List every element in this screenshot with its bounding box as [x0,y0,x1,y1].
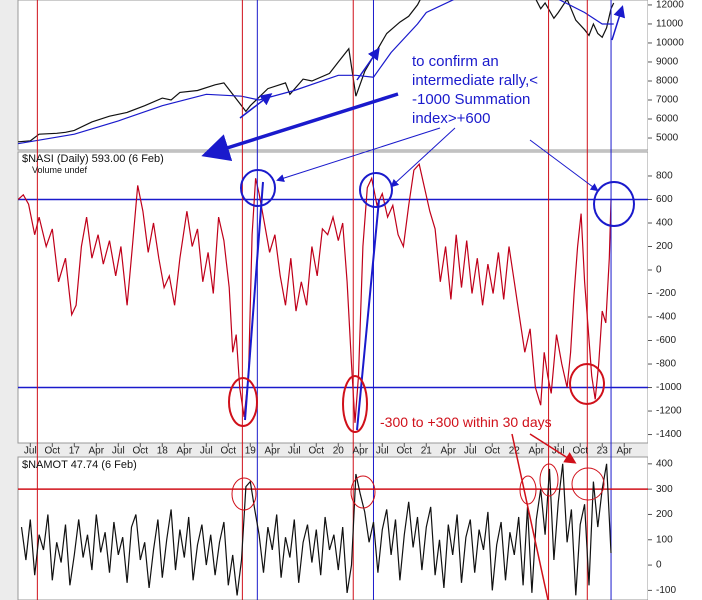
highlight-circle [342,375,368,433]
data-line [20,463,612,596]
y-tick-label: 400 [656,218,673,229]
y-tick-label: 6000 [656,114,679,125]
y-tick-label: 200 [656,241,673,252]
highlight-circle [350,475,376,509]
y-tick-label: 12000 [656,0,684,11]
arrow [611,5,626,41]
x-tick-label: Apr [440,446,456,457]
data-line [18,162,612,423]
annotation-text: -1000 Summation [412,91,530,108]
y-tick-label: 0 [656,560,662,571]
x-tick-label: 21 [421,446,433,457]
arrow [276,127,441,182]
x-tick-label: Apr [89,446,105,457]
y-tick-label: -100 [656,585,676,596]
y-tick-label: -1000 [656,382,682,393]
highlight-circle [359,172,393,208]
x-tick-label: 23 [597,446,609,457]
arrow [239,93,273,119]
panel-price [17,0,649,151]
highlight-circle [593,181,635,227]
panel-plot [18,162,648,423]
x-tick-label: 19 [245,446,257,457]
y-tick-label: -800 [656,359,676,370]
y-tick-label: -600 [656,335,676,346]
arrow [390,127,456,188]
annotation-text: index>+600 [412,110,490,127]
y-tick-label: 0 [656,265,662,276]
y-tick-label: 8000 [656,76,679,87]
y-tick-label: -1400 [656,429,682,440]
y-tick-label: -400 [656,312,676,323]
x-tick-label: Jul [464,446,477,457]
y-tick-label: -200 [656,288,676,299]
panel-plot [18,463,648,596]
x-tick-label: 22 [509,446,521,457]
annotation-text: -300 to +300 within 30 days [380,414,552,430]
x-tick-label: 17 [69,446,81,457]
highlight-circle [228,377,258,427]
highlight-circle [539,463,559,497]
annotation-layer: $NASI (Daily) 593.00 (6 Feb) Volume unde… [22,5,635,600]
x-tick-label: Jul [24,446,37,457]
x-tick-label: Apr [177,446,193,457]
x-tick-label: Oct [221,446,237,457]
annotation-text: to confirm an [412,53,499,70]
panel-plot [18,0,615,145]
arrow [356,199,380,431]
x-tick-label: Oct [309,446,325,457]
highlight-circle [571,467,605,501]
x-tick-label: Apr [352,446,368,457]
data-line [18,0,614,145]
highlight-circle [519,475,537,505]
y-tick-label: 300 [656,484,673,495]
x-tick-label: Apr [616,446,632,457]
x-tick-label: 20 [333,446,345,457]
x-tick-label: Jul [288,446,301,457]
y-tick-label: 11000 [656,19,684,30]
y-tick-label: 400 [656,458,673,469]
panel-title: $NAMOT 47.74 (6 Feb) [22,459,137,471]
arrow [511,433,549,600]
x-tick-label: Apr [265,446,281,457]
y-tick-label: -1200 [656,406,682,417]
panel-namot [17,456,649,600]
x-tick-label: Jul [112,446,125,457]
y-tick-label: 10000 [656,38,684,49]
panel-nasi [17,151,649,444]
x-tick-label: Oct [572,446,588,457]
y-tick-label: 7000 [656,95,679,106]
arrow [356,47,380,81]
right-axis-area [648,0,702,600]
arrow [201,92,399,162]
x-tick-label: Oct [484,446,500,457]
x-tick-label: Apr [528,446,544,457]
arrow [529,433,577,464]
arrow [529,139,599,192]
highlight-circle [240,169,276,207]
plot-layer: 50006000700080009000100001100012000-1400… [18,0,684,600]
x-tick-label: Oct [396,446,412,457]
panel-title: $NASI (Daily) 593.00 (6 Feb) [22,153,164,165]
y-tick-label: 200 [656,509,673,520]
y-tick-label: 9000 [656,57,679,68]
x-tick-label: Oct [133,446,149,457]
panel-subtitle: Volume undef [32,165,88,175]
highlight-circle [231,477,257,511]
x-tick-label: Jul [376,446,389,457]
annotation-text: intermediate rally,< [412,72,538,89]
data-line [18,0,615,143]
y-tick-label: 5000 [656,133,679,144]
y-tick-label: 100 [656,534,673,545]
y-tick-label: 600 [656,194,673,205]
highlight-circle [569,363,605,405]
x-tick-label: Oct [45,446,61,457]
x-tick-label: 18 [157,446,169,457]
x-tick-label: Jul [200,446,213,457]
y-tick-label: 800 [656,171,673,182]
